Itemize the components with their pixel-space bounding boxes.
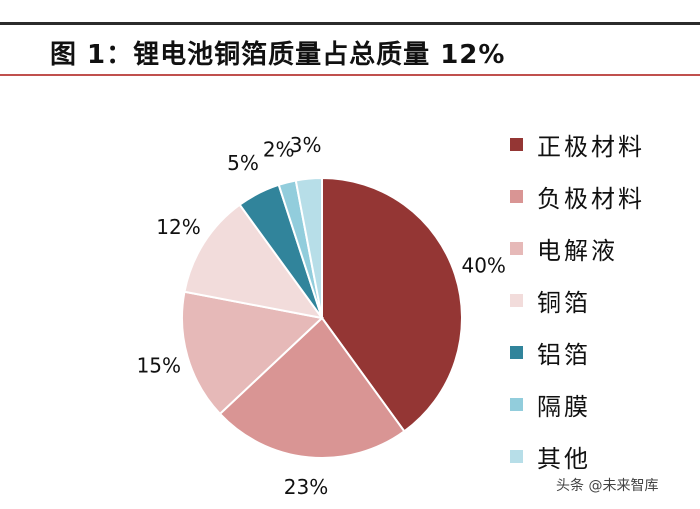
legend-label-4: 铝箔 <box>537 340 591 369</box>
slice-label-5: 2% <box>263 138 295 162</box>
pie-slice-2 <box>181 290 325 416</box>
legend-swatch-1 <box>510 189 523 203</box>
legend-swatch-0 <box>510 137 523 151</box>
pie-slice-1 <box>218 316 406 459</box>
slice-label-0: 40% <box>461 254 505 278</box>
legend-label-5: 隔膜 <box>537 392 591 421</box>
legend-swatch-2 <box>510 241 523 255</box>
pie-slice-3 <box>183 203 325 320</box>
legend-item-6: 其他 <box>510 430 645 482</box>
legend-label-2: 电解液 <box>537 236 618 265</box>
legend-item-4: 铝箔 <box>510 326 645 378</box>
slice-label-6: 3% <box>290 133 322 157</box>
chart-title: 图 1：锂电池铜箔质量占总质量 12% <box>50 40 506 70</box>
legend-label-0: 正极材料 <box>537 132 645 161</box>
slice-label-3: 12% <box>156 215 200 239</box>
legend-item-1: 负极材料 <box>510 170 645 222</box>
slice-label-4: 5% <box>227 151 259 175</box>
legend-item-5: 隔膜 <box>510 378 645 430</box>
legend: 正极材料负极材料电解液铜箔铝箔隔膜其他 <box>510 118 645 482</box>
title-rule <box>0 74 700 76</box>
legend-swatch-6 <box>510 449 523 463</box>
slice-label-1: 23% <box>284 475 328 499</box>
legend-item-2: 电解液 <box>510 222 645 274</box>
slice-label-2: 15% <box>137 353 181 377</box>
watermark: 头条 @未来智库 <box>556 478 659 494</box>
legend-label-6: 其他 <box>537 444 591 473</box>
legend-label-1: 负极材料 <box>537 184 645 213</box>
legend-item-0: 正极材料 <box>510 118 645 170</box>
legend-label-3: 铜箔 <box>537 288 591 317</box>
pie-slice-6 <box>294 176 323 319</box>
legend-item-3: 铜箔 <box>510 274 645 326</box>
legend-swatch-4 <box>510 345 523 359</box>
top-rule <box>0 22 700 25</box>
legend-swatch-3 <box>510 293 523 307</box>
pie-slice-0 <box>321 176 463 433</box>
legend-swatch-5 <box>510 397 523 411</box>
